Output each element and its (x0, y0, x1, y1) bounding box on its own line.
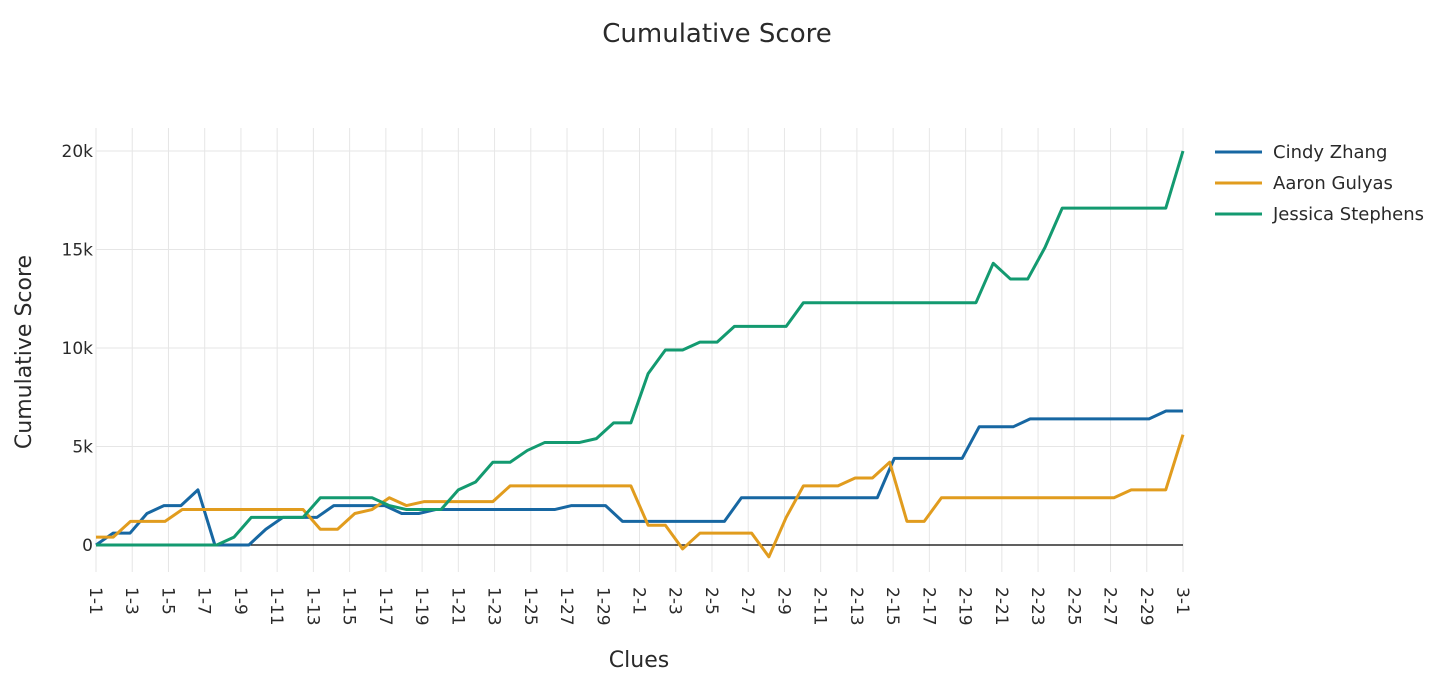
x-tick-label: 1-7 (194, 587, 214, 615)
series-lines (95, 150, 1185, 559)
x-tick-label: 2-21 (991, 587, 1011, 626)
x-tick-label: 1-19 (411, 587, 431, 626)
y-axis-title: Cumulative Score (12, 255, 37, 449)
x-tick-label: 2-7 (737, 587, 757, 615)
x-tick-label: 2-27 (1100, 587, 1120, 626)
legend-label: Jessica Stephens (1272, 204, 1424, 225)
x-tick-label: 3-1 (1172, 587, 1192, 615)
x-tick-label: 1-9 (230, 587, 250, 615)
x-tick-label: 2-5 (701, 587, 721, 615)
y-axis-ticks: 0 5k 10k 15k 20k (62, 142, 94, 556)
x-tick-label: 2-13 (846, 587, 866, 626)
x-axis-ticks: 1-1 1-3 1-5 1-7 1-9 1-11 1-13 1-15 1-17 1-19 1-21 1… (85, 587, 1192, 626)
x-axis-title: Clues (609, 648, 669, 673)
x-tick-label: 1-15 (339, 587, 359, 626)
legend-label: Cindy Zhang (1273, 142, 1387, 163)
y-tick-label: 0 (82, 536, 93, 556)
x-tick-label: 1-11 (266, 587, 286, 626)
x-tick-label: 1-1 (85, 587, 105, 615)
chart-title: Cumulative Score (602, 19, 831, 49)
x-tick-label: 2-3 (665, 587, 685, 615)
x-tick-label: 2-11 (810, 587, 830, 626)
y-tick-label: 15k (62, 241, 94, 261)
x-tick-label: 1-27 (556, 587, 576, 626)
x-tick-label: 2-19 (955, 587, 975, 626)
x-tick-label: 1-25 (520, 587, 540, 626)
x-tick-label: 2-23 (1027, 587, 1047, 626)
x-tick-label: 2-1 (629, 587, 649, 615)
x-tick-label: 1-5 (157, 587, 177, 615)
x-tick-label: 2-17 (918, 587, 938, 626)
y-tick-label: 20k (62, 142, 94, 162)
x-tick-label: 2-9 (773, 587, 793, 615)
x-tick-label: 2-29 (1136, 587, 1156, 626)
legend-label: Aaron Gulyas (1273, 173, 1393, 194)
x-tick-label: 1-23 (484, 587, 504, 626)
series-line (96, 150, 1185, 547)
x-tick-label: 1-21 (447, 587, 467, 626)
x-tick-label: 1-29 (592, 587, 612, 626)
y-tick-label: 10k (62, 339, 94, 359)
legend: Cindy Zhang Aaron Gulyas Jessica Stephens (1215, 142, 1424, 225)
x-tick-label: 1-13 (302, 587, 322, 626)
y-tick-label: 5k (72, 438, 93, 458)
series-line (96, 434, 1185, 559)
x-tick-label: 1-3 (121, 587, 141, 615)
x-tick-label: 2-15 (882, 587, 902, 626)
x-tick-label: 1-17 (375, 587, 395, 626)
x-tick-label: 2-25 (1063, 587, 1083, 626)
series-line (95, 409, 1183, 547)
